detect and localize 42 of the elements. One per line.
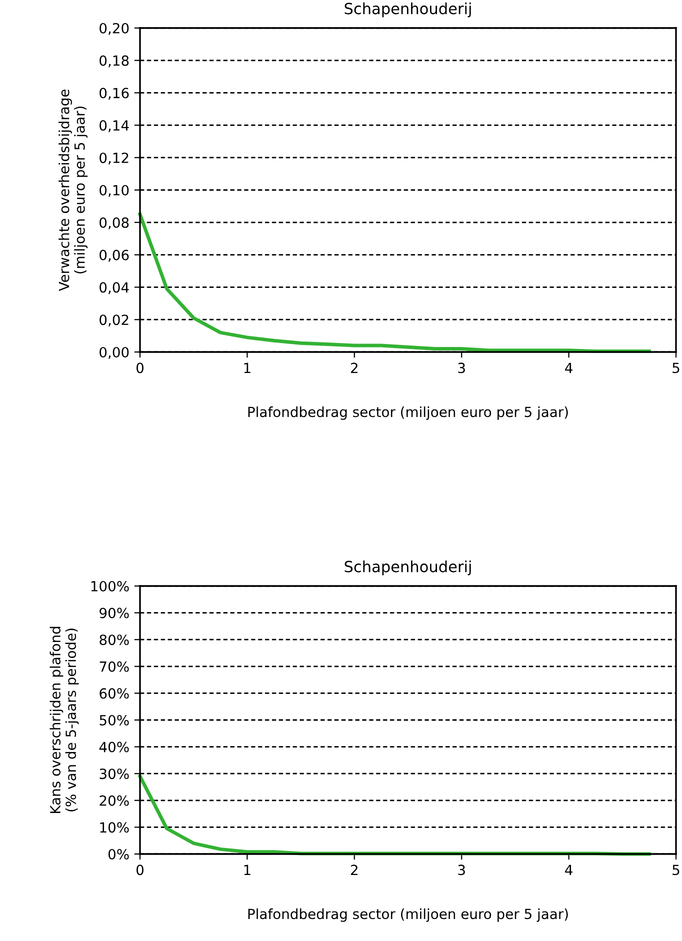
y-tick-label: 0,02 — [100, 314, 128, 326]
y-tick-label: 0,12 — [100, 152, 128, 164]
y-tick-label: 80% — [100, 634, 129, 646]
x-tick-label: 2 — [351, 864, 358, 875]
x-tick-label: 3 — [458, 864, 465, 876]
x-tick-label: 5 — [672, 864, 680, 876]
x-tick-label: 5 — [672, 362, 680, 374]
y-tick-label: 60% — [100, 688, 129, 699]
y-tick-label: 30% — [100, 768, 129, 780]
y-tick-label: 0,08 — [100, 217, 129, 230]
y-tick-label: 0,16 — [100, 88, 129, 100]
x-tick-label: 1 — [244, 362, 250, 373]
y-tick-label: 0,06 — [100, 250, 129, 262]
y-tick-label: 50% — [100, 714, 129, 726]
y-tick-label: 0% — [108, 848, 129, 860]
y-tick-label: 20% — [100, 795, 129, 806]
x-axis-title: Plafondbedrag sector (miljoen euro per 5 jaar) — [248, 406, 568, 420]
y-tick-label: 70% — [100, 661, 129, 672]
y-tick-label: 0,14 — [100, 120, 129, 132]
chart-title: Schapenhouderij — [344, 560, 471, 576]
y-tick-label: 0,10 — [100, 184, 129, 197]
x-axis-title: Plafondbedrag sector (miljoen euro per 5 jaar) — [248, 908, 568, 922]
line-series — [138, 212, 651, 353]
y-tick-label: 0,04 — [100, 282, 129, 294]
x-tick-label: 4 — [565, 864, 572, 875]
y-tick-label: 0,00 — [100, 346, 129, 359]
x-tick-label: 3 — [458, 362, 465, 374]
y-tick-label: 0,20 — [100, 22, 129, 35]
line-series — [138, 774, 651, 856]
x-tick-label: 0 — [136, 362, 144, 374]
y-axis-title: Verwachte overheidsbijdrage (miljoen euro per 5 jaar) — [58, 90, 88, 292]
x-tick-label: 1 — [244, 864, 250, 875]
x-tick-label: 0 — [136, 864, 144, 876]
y-tick-label: 100% — [91, 580, 129, 592]
y-tick-label: 0,18 — [100, 55, 129, 68]
x-tick-label: 4 — [565, 362, 572, 373]
x-tick-label: 2 — [351, 362, 358, 373]
chart-title: Schapenhouderij — [344, 2, 471, 18]
y-tick-label: 90% — [100, 608, 129, 618]
y-axis-title: Kans overschrijden plafond (% van de 5-jaars periode) — [50, 626, 79, 813]
y-tick-label: 10% — [100, 822, 129, 833]
y-tick-label: 40% — [99, 742, 129, 752]
